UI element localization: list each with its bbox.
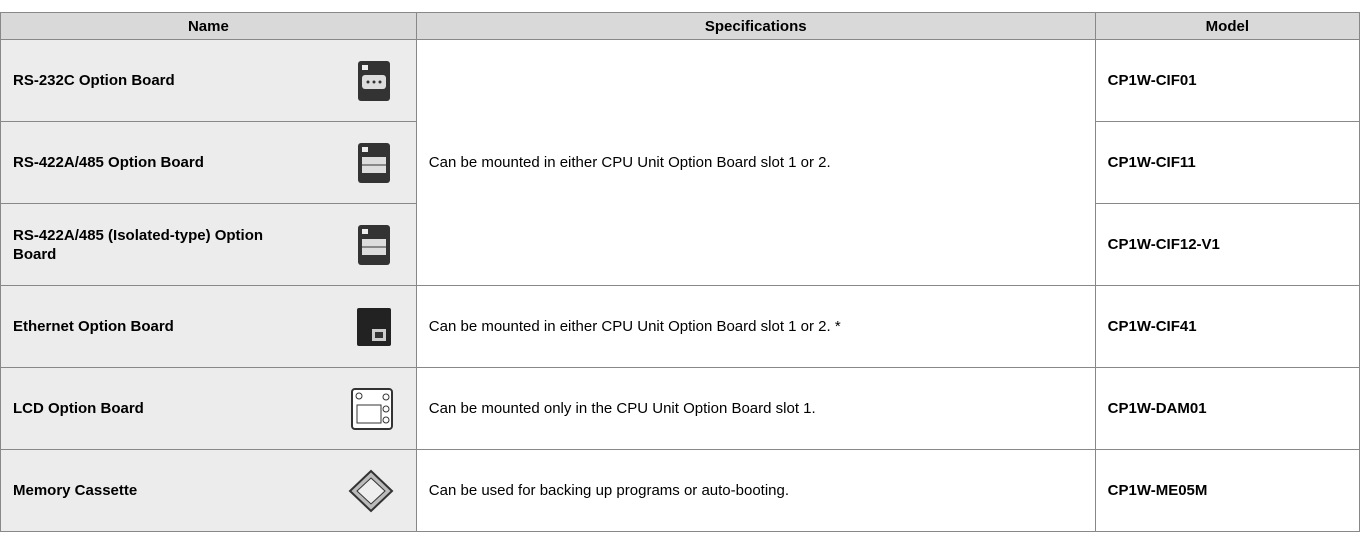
row: Memory Cassette Can be used for backing … <box>0 449 1360 532</box>
name: Memory Cassette <box>13 482 138 499</box>
board-icon <box>350 387 393 430</box>
model-cell: CP1W-CIF01 <box>1094 39 1360 122</box>
row: Ethernet Option Board Can be mounted in … <box>0 285 1360 368</box>
name-cell: LCD Option Board <box>0 367 417 450</box>
spec-cell: Can be mounted in either CPU Unit Option… <box>415 39 1096 286</box>
name: Ethernet Option Board <box>13 318 174 335</box>
name-cell: RS-422A/485 (Isolated-type) Option Board <box>0 203 417 286</box>
name-cell: RS-232C Option Board <box>0 39 417 122</box>
model-cell: CP1W-DAM01 <box>1094 367 1360 450</box>
header-row: Name Specifications Model <box>0 12 1360 40</box>
model-cell: CP1W-ME05M <box>1094 449 1360 532</box>
board-icon <box>357 60 390 101</box>
name-cell: RS-422A/485 Option Board <box>0 121 417 204</box>
name: RS-232C Option Board <box>13 72 175 89</box>
name-cell: Memory Cassette <box>0 449 417 532</box>
row: RS-422A/485 (Isolated-type) Option Board… <box>0 203 1360 286</box>
spec-cell: Can be mounted in either CPU Unit Option… <box>415 285 1096 368</box>
name: LCD Option Board <box>13 400 144 417</box>
option-table: Name Specifications Model RS-232C Option… <box>0 12 1360 532</box>
column-header: Model <box>1094 12 1360 40</box>
name: RS-422A/485 (Isolated-type) Option Board <box>13 226 264 263</box>
row: LCD Option Board Can be mounted only in … <box>0 367 1360 450</box>
column-header: Specifications <box>415 12 1096 40</box>
row: RS-422A/485 Option Board CP1W-CIF11 <box>0 121 1360 204</box>
cassette-icon <box>348 469 394 512</box>
model-cell: CP1W-CIF41 <box>1094 285 1360 368</box>
board-icon <box>357 142 390 183</box>
board-icon <box>357 224 390 265</box>
column-header: Name <box>0 12 417 40</box>
name: RS-422A/485 Option Board <box>13 154 204 171</box>
row: RS-232C Option Board Can be mounted in e… <box>0 39 1360 286</box>
board-icon <box>356 307 391 346</box>
name-cell: Ethernet Option Board <box>0 285 417 368</box>
spec-cell: Can be used for backing up programs or a… <box>415 449 1096 532</box>
spec-cell: Can be mounted only in the CPU Unit Opti… <box>415 367 1096 450</box>
model-cell: CP1W-CIF11 <box>1094 121 1360 204</box>
model-cell: CP1W-CIF12-V1 <box>1094 203 1360 286</box>
